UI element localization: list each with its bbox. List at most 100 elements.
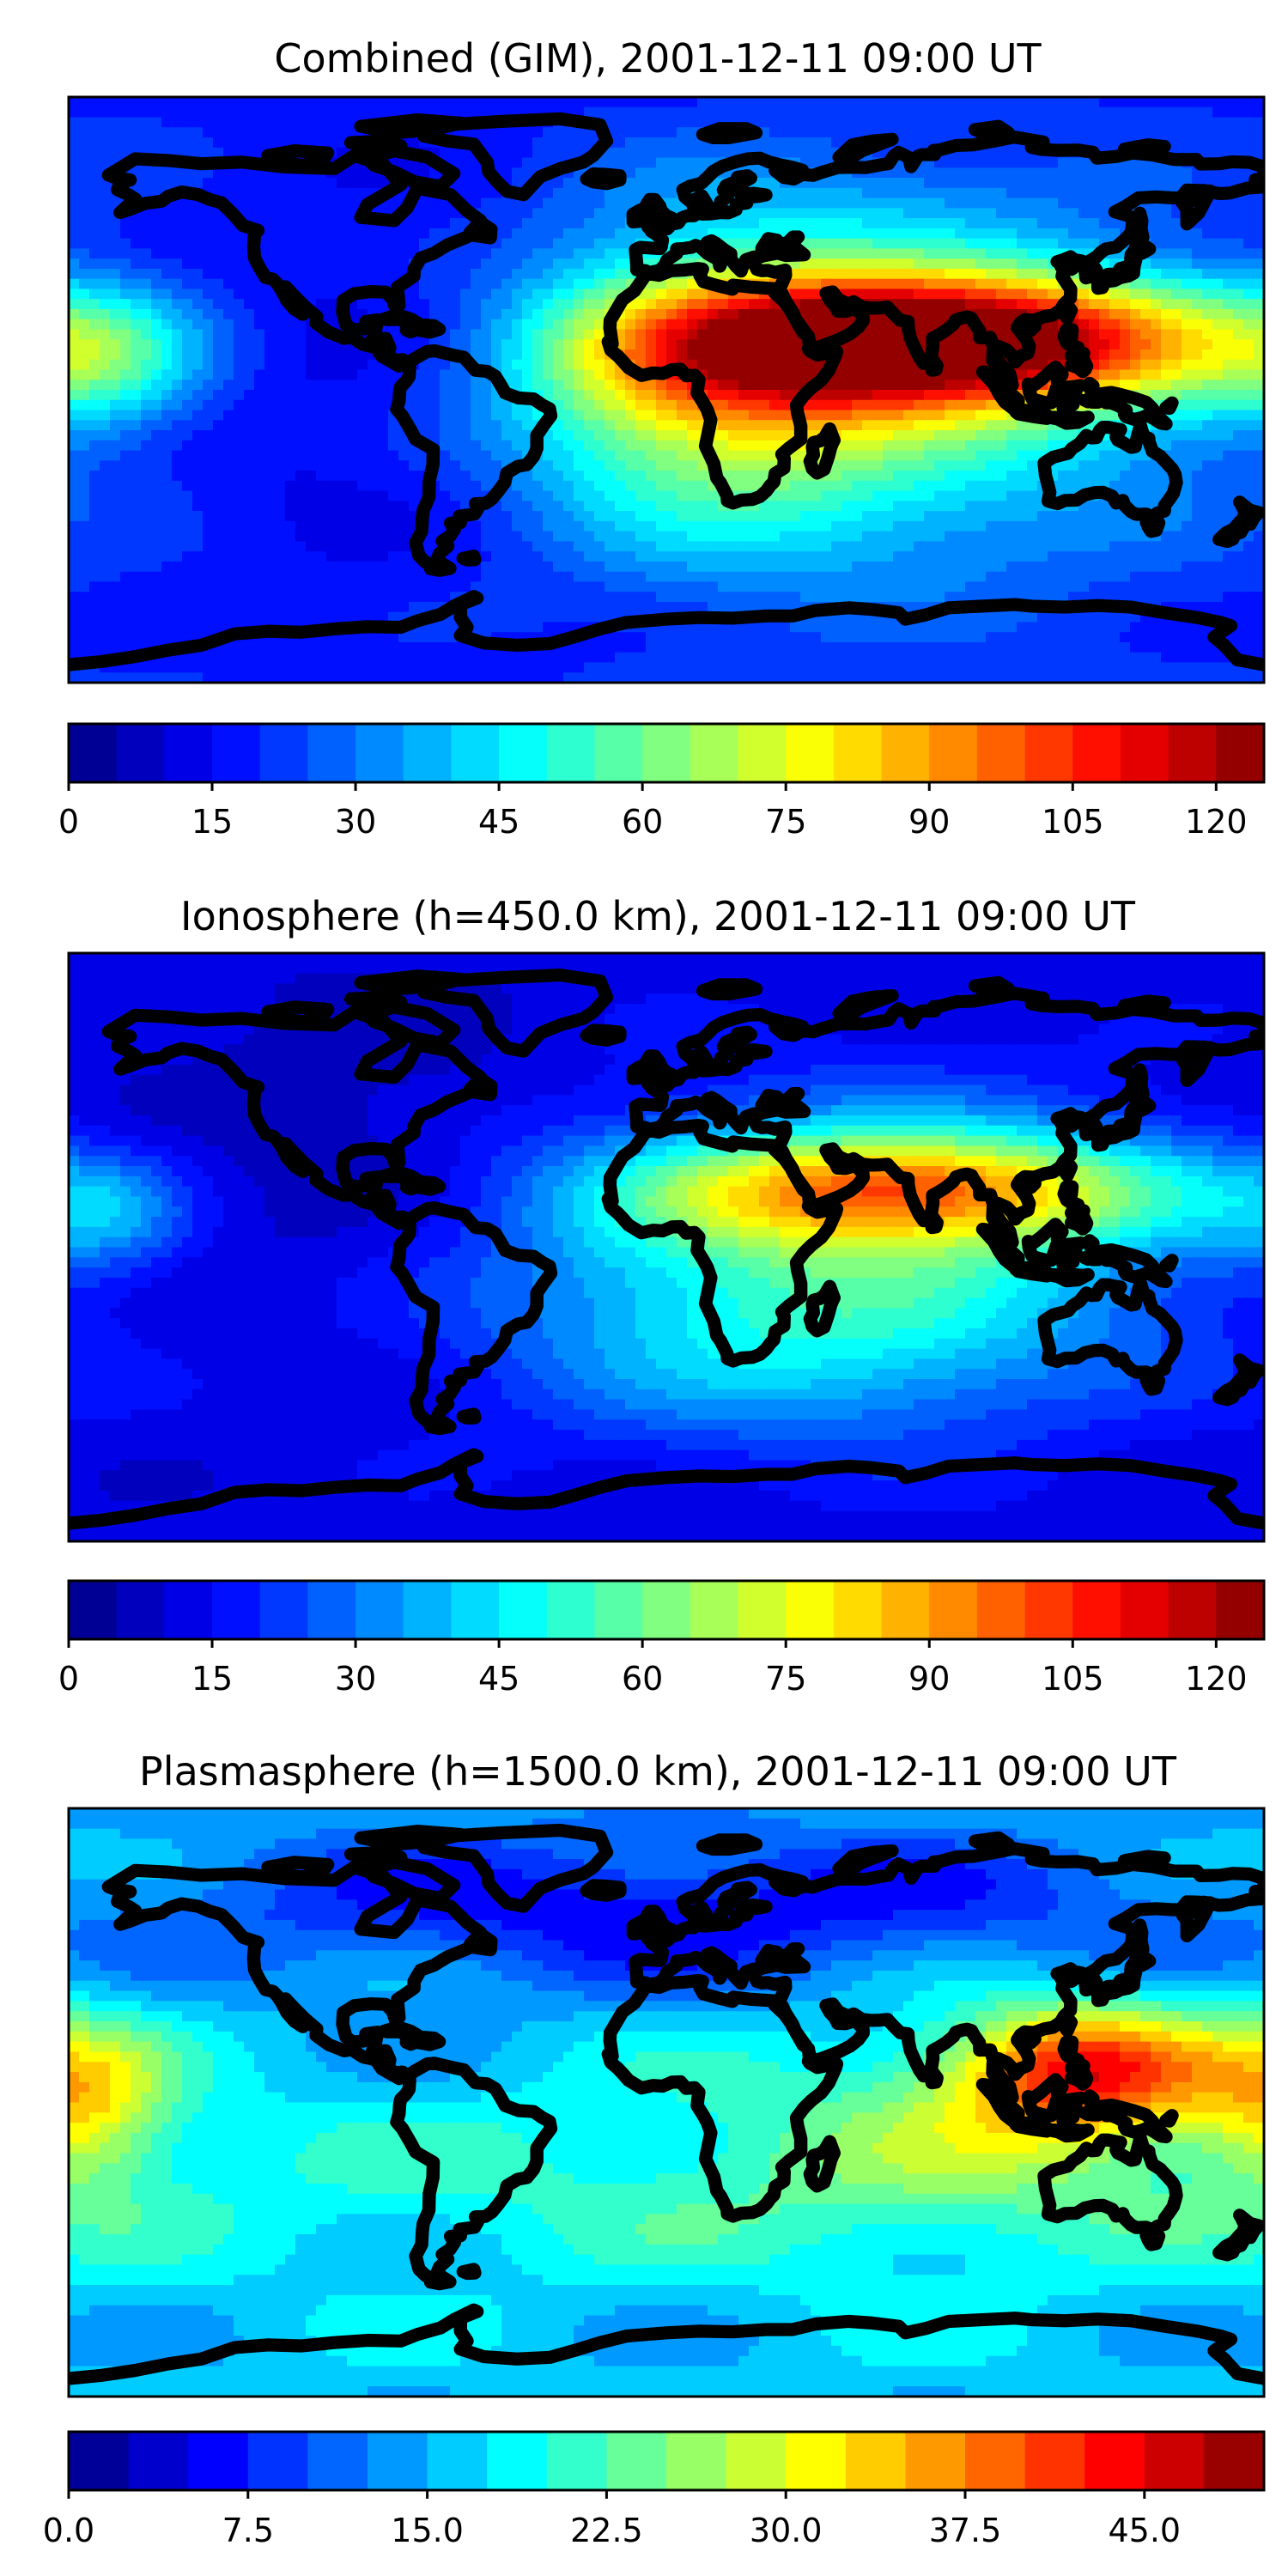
colorbar-swatch [1024, 724, 1073, 782]
colorbar-tick-label: 120 [1185, 1660, 1248, 1698]
colorbar-tick-label: 105 [1042, 803, 1104, 841]
colorbar-frame [67, 722, 1266, 784]
colorbar-swatch [666, 2432, 727, 2490]
colorbar-swatch [786, 2432, 847, 2490]
panel-title: Plasmasphere (h=1500.0 km), 2001-12-11 0… [139, 1748, 1177, 1795]
colorbar-swatch [69, 1581, 118, 1639]
colorbar-swatch [307, 2432, 368, 2490]
colorbar-swatch [128, 2432, 189, 2490]
panel-1: Combined (GIM), 2001-12-11 09:00 UT 0 15 30… [58, 35, 1266, 841]
colorbar-swatch [738, 724, 787, 782]
colorbar-swatch [1120, 724, 1170, 782]
colorbar-tick-label: 37.5 [929, 2512, 1002, 2549]
colorbar-swatch [690, 1581, 739, 1639]
colorbar-swatch [355, 724, 404, 782]
colorbar-swatch [1024, 1581, 1073, 1639]
colorbar-tick-label: 0 [58, 803, 79, 841]
colorbar-swatch [368, 2432, 428, 2490]
colorbar-swatch [833, 724, 883, 782]
colorbar-swatch [546, 2432, 607, 2490]
colorbar-swatch [976, 724, 1026, 782]
colorbar-tick-label: 15 [191, 1660, 233, 1698]
colorbar-tick-label: 105 [1042, 1660, 1104, 1698]
colorbar-swatch [188, 2432, 249, 2490]
colorbar-swatch [451, 1581, 500, 1639]
colorbar-tick-label: 75 [765, 803, 806, 841]
colorbar-swatch [499, 724, 548, 782]
colorbar-swatch [69, 2432, 130, 2490]
colorbar-swatch [546, 1581, 596, 1639]
colorbar-swatch [726, 2432, 787, 2490]
colorbar-swatch [1168, 724, 1217, 782]
panel-title: Ionosphere (h=450.0 km), 2001-12-11 09:0… [180, 893, 1136, 939]
colorbar-swatch [1084, 2432, 1145, 2490]
colorbar-frame [67, 2430, 1266, 2492]
colorbar-swatch [929, 1581, 978, 1639]
colorbar-swatch [690, 724, 739, 782]
colorbar-swatch [499, 1581, 548, 1639]
colorbar-tick-label: 75 [765, 1660, 806, 1698]
colorbar: 0.0 7.5 15.0 22.5 30.0 37.5 45.0 [43, 2430, 1266, 2549]
colorbar-swatch [307, 1581, 356, 1639]
colorbar-swatch [929, 724, 978, 782]
colorbar-swatch [881, 1581, 930, 1639]
panel-3: Plasmasphere (h=1500.0 km), 2001-12-11 0… [43, 1748, 1266, 2549]
colorbar-swatch [738, 1581, 787, 1639]
colorbar-tick-label: 30 [335, 1660, 376, 1698]
colorbar-swatch [594, 1581, 643, 1639]
colorbar-swatch [965, 2432, 1026, 2490]
colorbar-swatch [116, 724, 165, 782]
colorbar-swatch [976, 1581, 1026, 1639]
colorbar-swatch [606, 2432, 667, 2490]
colorbar-swatch [1216, 724, 1265, 782]
colorbar-swatch [403, 1581, 453, 1639]
colorbar-swatch [403, 724, 453, 782]
colorbar-swatch [905, 2432, 966, 2490]
colorbar-swatch [1204, 2432, 1265, 2490]
colorbar-tick-label: 22.5 [570, 2512, 643, 2549]
colorbar-swatch [307, 724, 356, 782]
colorbar-swatch [1072, 1581, 1121, 1639]
map-frame [67, 1807, 1266, 2398]
colorbar-swatch [212, 1581, 261, 1639]
colorbar-tick-label: 0 [58, 1660, 79, 1698]
colorbar-swatch [642, 1581, 691, 1639]
colorbar-swatch [845, 2432, 906, 2490]
colorbar-swatch [1120, 1581, 1170, 1639]
colorbar-swatch [1168, 1581, 1217, 1639]
colorbar-swatch [487, 2432, 548, 2490]
colorbar-tick-label: 7.5 [222, 2512, 274, 2549]
colorbar-swatch [1072, 724, 1121, 782]
colorbar-swatch [69, 724, 118, 782]
colorbar-swatch [1216, 1581, 1265, 1639]
panel-2: Ionosphere (h=450.0 km), 2001-12-11 09:0… [58, 893, 1266, 1698]
colorbar-swatch [786, 1581, 835, 1639]
colorbar-swatch [642, 724, 691, 782]
colorbar-swatch [833, 1581, 883, 1639]
colorbar-tick-label: 90 [908, 803, 950, 841]
colorbar-swatch [355, 1581, 404, 1639]
colorbar-tick-label: 0.0 [43, 2512, 94, 2549]
colorbar-tick-label: 30 [335, 803, 376, 841]
colorbar-swatch [212, 724, 261, 782]
colorbar-tick-label: 30.0 [750, 2512, 823, 2549]
colorbar-frame [67, 1579, 1266, 1641]
colorbar-tick-label: 45 [478, 1660, 519, 1698]
colorbar-swatch [247, 2432, 308, 2490]
colorbar-tick-label: 45 [478, 803, 519, 841]
colorbar-tick-label: 60 [622, 803, 663, 841]
colorbar-tick-label: 120 [1185, 803, 1248, 841]
colorbar-swatch [164, 724, 213, 782]
colorbar-tick-label: 15.0 [391, 2512, 464, 2549]
colorbar-swatch [164, 1581, 213, 1639]
map-frame [67, 951, 1266, 1543]
map-frame [67, 95, 1266, 684]
colorbar: 0 15 30 45 60 75 90 105 120 [58, 1579, 1266, 1698]
panel-title: Combined (GIM), 2001-12-11 09:00 UT [274, 35, 1042, 82]
colorbar-swatch [116, 1581, 165, 1639]
colorbar-swatch [1144, 2432, 1205, 2490]
colorbar-swatch [786, 724, 835, 782]
colorbar-swatch [546, 724, 596, 782]
colorbar-tick-label: 90 [908, 1660, 950, 1698]
